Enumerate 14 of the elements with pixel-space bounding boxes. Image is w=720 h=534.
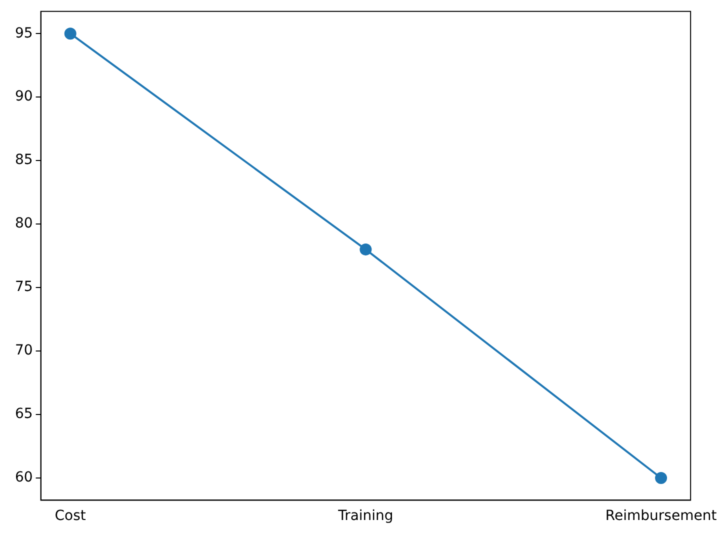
point	[360, 243, 372, 256]
x-tick-label: Training	[337, 508, 394, 524]
y-tick-label: 95	[14, 25, 33, 42]
x-tick-label: Cost	[54, 508, 86, 524]
y-tick-label: 70	[14, 342, 33, 359]
y-tick-label: 60	[14, 470, 33, 486]
y-tick-label: 75	[14, 279, 33, 296]
y-tick-label: 65	[14, 406, 33, 422]
point	[64, 28, 76, 40]
y-tick-label: 85	[14, 152, 33, 168]
y-tick-label: 80	[14, 216, 33, 232]
point	[655, 472, 668, 484]
y-tick-label: 90	[14, 88, 33, 105]
x-tick-label: Reimbursement	[605, 508, 718, 524]
